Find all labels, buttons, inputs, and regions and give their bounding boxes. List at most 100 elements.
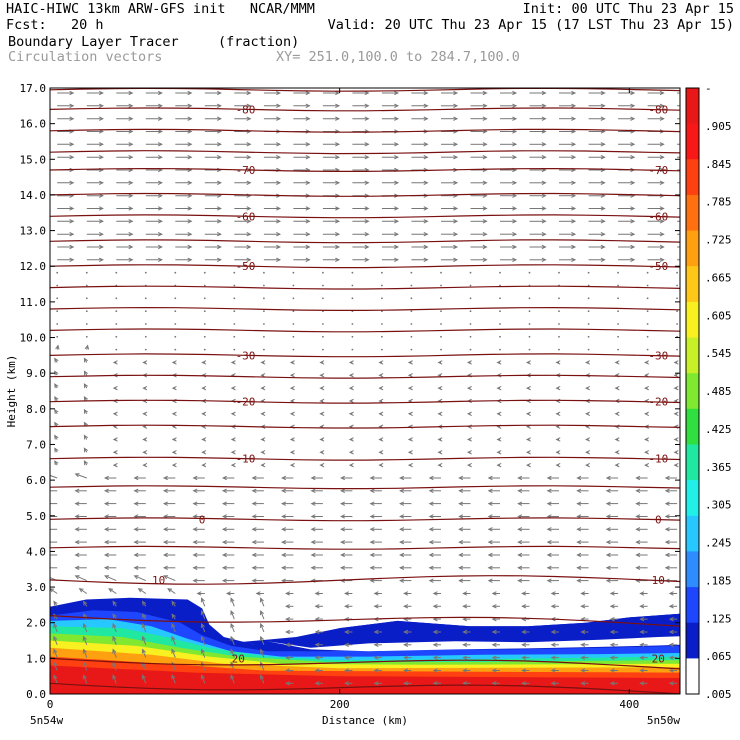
- vector-arrowhead: [630, 257, 636, 263]
- vector-arrowhead: [521, 668, 527, 673]
- temperature-contour: [50, 399, 680, 404]
- vector-arrow: [112, 623, 117, 633]
- vector-arrowhead: [407, 437, 413, 442]
- vector-arrowhead: [200, 597, 205, 603]
- vector-arrowhead: [74, 565, 80, 570]
- vector-arrowhead: [541, 206, 547, 211]
- vector-arrowhead: [373, 629, 379, 635]
- vector-arrowhead: [600, 206, 606, 211]
- vector-arrowhead: [428, 578, 434, 583]
- vector-arrowhead: [428, 501, 434, 506]
- vector-arrowhead: [246, 219, 252, 224]
- vector-point: [322, 335, 324, 338]
- vector-arrowhead: [141, 613, 147, 619]
- colorbar-swatch: [686, 266, 699, 303]
- vector-arrowhead: [69, 219, 75, 224]
- vector-arrowhead: [571, 116, 577, 121]
- vector-arrowhead: [133, 565, 139, 570]
- vector-arrowhead: [335, 142, 341, 147]
- vector-arrowhead: [83, 396, 88, 402]
- vector-arrowhead: [141, 600, 147, 606]
- vector-arrowhead: [482, 142, 488, 147]
- vector-arrowhead: [453, 103, 459, 109]
- vector-arrowhead: [103, 501, 109, 506]
- vector-arrowhead: [281, 539, 287, 545]
- vector-arrowhead: [496, 385, 502, 391]
- vector-arrow: [230, 649, 235, 658]
- vector-arrowhead: [364, 154, 370, 160]
- vector-point: [440, 335, 442, 338]
- vector-arrowhead: [423, 231, 429, 237]
- vector-arrowhead: [659, 180, 665, 186]
- vector-arrowhead: [659, 244, 665, 250]
- y-tick-label: 16.0: [20, 118, 47, 131]
- vector-arrowhead: [453, 142, 459, 147]
- colorbar-label: .905: [705, 120, 732, 133]
- vector-arrowhead: [221, 552, 227, 558]
- vector-point: [174, 323, 177, 325]
- vector-arrowhead: [69, 103, 75, 109]
- vector-arrowhead: [201, 385, 207, 391]
- colorbar-label: .425: [705, 423, 732, 436]
- vector-arrowhead: [517, 475, 523, 481]
- vector-arrowhead: [103, 527, 109, 532]
- vector-arrowhead: [276, 219, 282, 224]
- vector-arrowhead: [187, 219, 193, 224]
- vector-arrowhead: [378, 360, 384, 365]
- vector-arrowhead: [157, 193, 163, 198]
- vector-arrowhead: [576, 488, 582, 494]
- vector-arrowhead: [230, 462, 236, 468]
- vector-arrowhead: [142, 462, 148, 468]
- header-init-time: Init: 00 UTC Thu 23 Apr 15: [522, 1, 734, 17]
- vector-arrowhead: [673, 437, 679, 442]
- vector-arrowhead: [260, 360, 266, 365]
- vector-arrow: [171, 649, 176, 658]
- vector-arrowhead: [276, 142, 282, 147]
- vector-arrowhead: [276, 180, 282, 186]
- vector-arrowhead: [335, 116, 341, 121]
- vector-point: [617, 335, 619, 338]
- vector-point: [528, 348, 531, 351]
- vector-arrowhead: [55, 344, 60, 350]
- vector-arrowhead: [614, 450, 620, 455]
- vector-point: [233, 271, 236, 274]
- vector-arrowhead: [378, 450, 384, 455]
- vector-arrowhead: [394, 244, 400, 250]
- colorbar-swatch: [686, 551, 699, 588]
- vector-arrowhead: [403, 681, 409, 686]
- vector-arrowhead: [192, 552, 198, 558]
- vector-arrowhead: [635, 552, 641, 558]
- vector-arrowhead: [585, 411, 591, 417]
- vector-arrowhead: [487, 552, 493, 558]
- vector-arrowhead: [187, 129, 193, 134]
- vector-arrowhead: [319, 437, 325, 442]
- vector-arrowhead: [482, 244, 488, 250]
- vector-arrowhead: [605, 539, 611, 545]
- vector-arrowhead: [407, 462, 413, 468]
- vector-arrowhead: [305, 90, 311, 96]
- vector-arrowhead: [491, 629, 497, 635]
- vector-point: [322, 284, 324, 287]
- colorbar-swatch: [686, 622, 699, 659]
- vector-arrowhead: [659, 116, 665, 121]
- vector-arrow: [83, 623, 88, 633]
- vector-arrowhead: [630, 206, 636, 211]
- vector-arrowhead: [251, 514, 257, 519]
- colorbar-label: .005: [705, 688, 732, 701]
- vector-arrowhead: [46, 515, 50, 519]
- vector-arrowhead: [458, 578, 464, 583]
- vector-arrowhead: [673, 450, 679, 455]
- vector-arrowhead: [128, 231, 134, 237]
- vector-arrowhead: [546, 565, 552, 570]
- vector-arrowhead: [394, 154, 400, 160]
- vector-arrowhead: [517, 488, 523, 494]
- colorbar-label: .305: [705, 499, 732, 512]
- vector-arrowhead: [517, 501, 523, 506]
- vector-point: [85, 310, 88, 313]
- vector-arrowhead: [668, 681, 674, 686]
- vector-arrowhead: [133, 488, 139, 494]
- vector-arrowhead: [580, 668, 586, 673]
- colorbar-swatch: [686, 88, 699, 125]
- header-line1-left: HAIC-HIWC 13km ARW-GFS init NCAR/MMM: [6, 1, 315, 17]
